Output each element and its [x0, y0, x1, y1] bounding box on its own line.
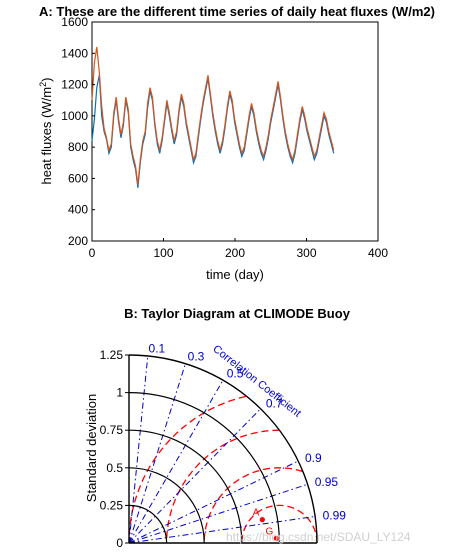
series-line-2: [91, 46, 335, 185]
sd-tick-label: 0.5: [106, 461, 123, 475]
sd-tick-label: 0.25: [100, 498, 124, 512]
sd-arc: [128, 467, 205, 544]
correlation-tick-label: 0.9: [305, 451, 322, 465]
panel-b-axes: 0 0.25 0.5 0.75 1 1.25: [100, 348, 317, 550]
sd-tick-label: 1.25: [100, 348, 124, 362]
data-point: [273, 535, 279, 541]
rms-arc: [165, 429, 280, 543]
sd-arc: [128, 392, 280, 544]
sd-arc: [128, 354, 318, 544]
correlation-ray: [128, 355, 149, 544]
correlation-ray: [128, 408, 261, 544]
correlation-ray: [128, 363, 186, 544]
sd-arc: [128, 504, 168, 544]
data-point: [259, 517, 265, 523]
correlation-tick-label: 0.7: [266, 396, 283, 410]
y-tick-label: 1400: [61, 46, 88, 60]
sd-tick-label: 0: [116, 536, 123, 550]
correlation-tick-label: 0.95: [315, 475, 339, 489]
sd-tick-label: 1: [116, 386, 123, 400]
panel-a-series-group: [91, 46, 335, 188]
x-tick-label: 300: [296, 246, 316, 260]
correlation-tick-label: 0.99: [323, 508, 347, 522]
correlation-ray: [128, 483, 308, 544]
panel-b-sd-arcs: [128, 354, 318, 544]
y-tick-label: 800: [68, 140, 88, 154]
x-tick-label: 200: [225, 246, 245, 260]
sd-arc: [128, 429, 243, 544]
x-tick-label: 100: [153, 246, 173, 260]
panel-b-ylabel: Standard deviation: [84, 394, 99, 502]
correlation-ray: [128, 379, 224, 544]
panel-b-correlation-lines: 0.1 0.3 0.5 0.7 0.9 0.95 0.99: [128, 341, 347, 544]
rms-arc: [241, 504, 318, 543]
y-tick-label: 600: [68, 171, 88, 185]
correlation-tick-label: 0.3: [188, 349, 205, 363]
panel-a: A: These are the different time series o…: [38, 4, 435, 282]
panel-b-title: B: Taylor Diagram at CLIMODE Buoy: [124, 306, 351, 321]
point-label: A: [253, 508, 260, 519]
correlation-ray: [128, 515, 316, 544]
correlation-tick-label: 0.1: [149, 341, 166, 355]
panel-a-x-ticks: 0 100 200 300 400: [89, 238, 388, 260]
panel-b-points: AG: [253, 508, 279, 541]
panel-a-title: A: These are the different time series o…: [39, 4, 435, 19]
panel-a-plot-area: [91, 21, 379, 242]
panel-b: B: Taylor Diagram at CLIMODE Buoy 0.1 0.3…: [84, 306, 351, 550]
panel-a-y-ticks: 200 400 600 800 1000 1200 1400 1600: [61, 15, 95, 248]
panel-a-xlabel: time (day): [206, 267, 264, 282]
panel-a-ylabel: heat fluxes (W/m2): [38, 78, 54, 185]
watermark: https://blog.csdn.net/SDAU_LY124: [226, 530, 411, 544]
point-label: G: [266, 526, 274, 537]
rms-arc: [128, 395, 246, 543]
y-tick-label: 1000: [61, 109, 88, 123]
x-tick-label: 0: [89, 246, 96, 260]
y-tick-label: 1600: [61, 15, 88, 29]
panel-b-rms-arcs: [128, 395, 318, 543]
correlation-tick-label: 0.5: [227, 367, 244, 381]
y-tick-label: 200: [68, 234, 88, 248]
rms-arc: [203, 467, 303, 543]
x-tick-label: 400: [368, 246, 388, 260]
correlation-ray: [128, 460, 299, 544]
y-tick-label: 400: [68, 203, 88, 217]
sd-tick-label: 0.75: [100, 423, 124, 437]
y-tick-label: 1200: [61, 78, 88, 92]
